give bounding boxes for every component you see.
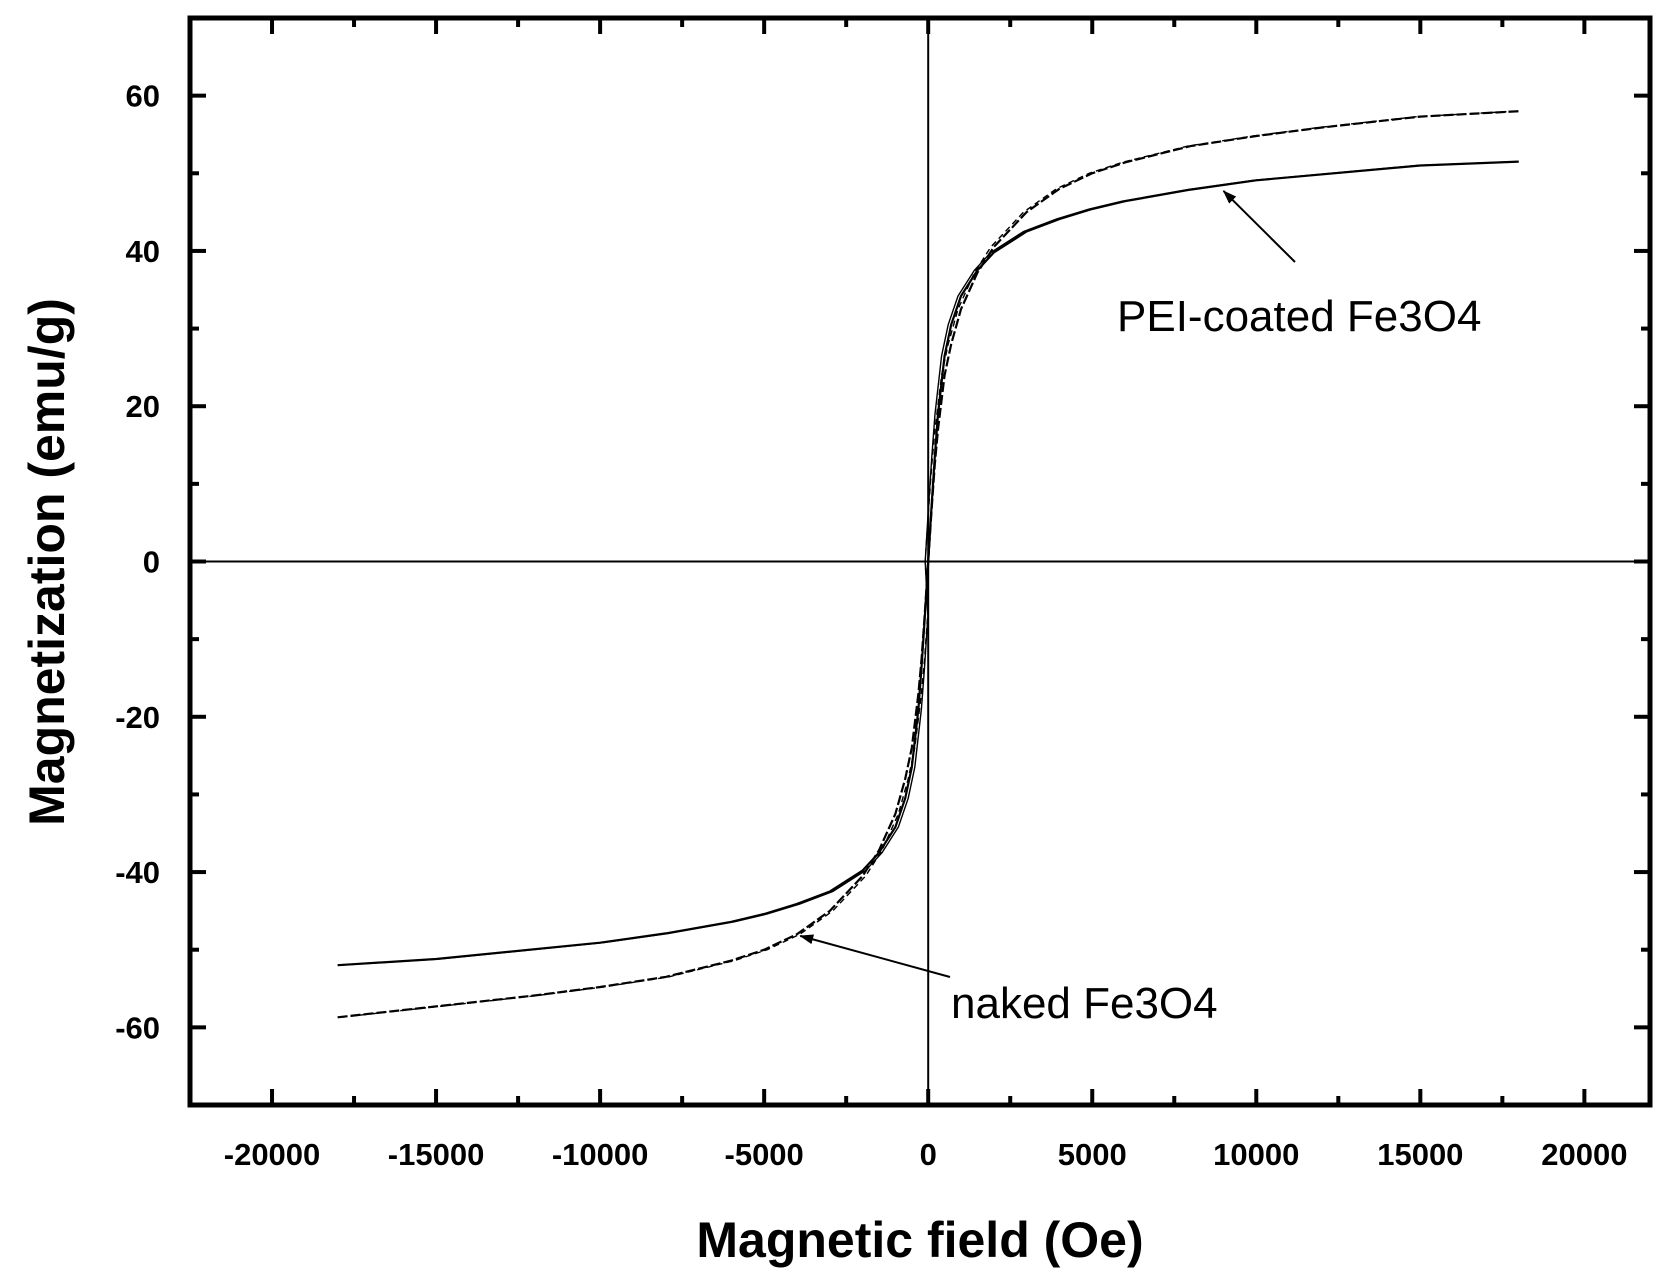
y-tick-label: 20 bbox=[126, 389, 160, 424]
x-tick-label: -10000 bbox=[552, 1137, 649, 1172]
x-tick-label: -20000 bbox=[224, 1137, 321, 1172]
annotation-pei-coated-arrow bbox=[1222, 190, 1296, 263]
series-layer bbox=[337, 110, 1519, 1019]
y-tick-label: -60 bbox=[115, 1010, 160, 1045]
x-tick-label: -15000 bbox=[388, 1137, 485, 1172]
y-tick-label: 40 bbox=[126, 234, 160, 269]
annotation-naked-label: naked Fe3O4 bbox=[951, 979, 1218, 1028]
annotation-layer: PEI-coated Fe3O4 naked Fe3O4 bbox=[799, 190, 1481, 1028]
y-tick-label: 0 bbox=[143, 545, 160, 580]
annotation-naked-arrow bbox=[799, 934, 951, 978]
x-tick-label: 10000 bbox=[1213, 1137, 1299, 1172]
series-pei-coated-fe3o4-line bbox=[337, 160, 1519, 967]
x-tick-label: 15000 bbox=[1377, 1137, 1463, 1172]
y-tick-label: -40 bbox=[115, 855, 160, 890]
series-naked-fe3o4-return-branch bbox=[340, 110, 1516, 1018]
x-axis-title: Magnetic field (Oe) bbox=[696, 1212, 1143, 1268]
x-tick-label: 20000 bbox=[1541, 1137, 1627, 1172]
y-tick-label: 60 bbox=[126, 79, 160, 114]
annotation-pei-coated-label: PEI-coated Fe3O4 bbox=[1117, 292, 1481, 341]
x-tick-label: 5000 bbox=[1058, 1137, 1127, 1172]
series-naked-fe3o4-line bbox=[337, 110, 1519, 1019]
zero-lines-layer bbox=[190, 18, 1650, 1105]
y-tick-label: -20 bbox=[115, 700, 160, 735]
x-tick-label: -5000 bbox=[725, 1137, 804, 1172]
x-tick-label: 0 bbox=[920, 1137, 937, 1172]
y-axis-title: Magnetization (emu/g) bbox=[19, 298, 75, 826]
ticks-layer: -20000 -15000 -10000 -5000 0 5000 10000 15000 20… bbox=[115, 18, 1650, 1172]
